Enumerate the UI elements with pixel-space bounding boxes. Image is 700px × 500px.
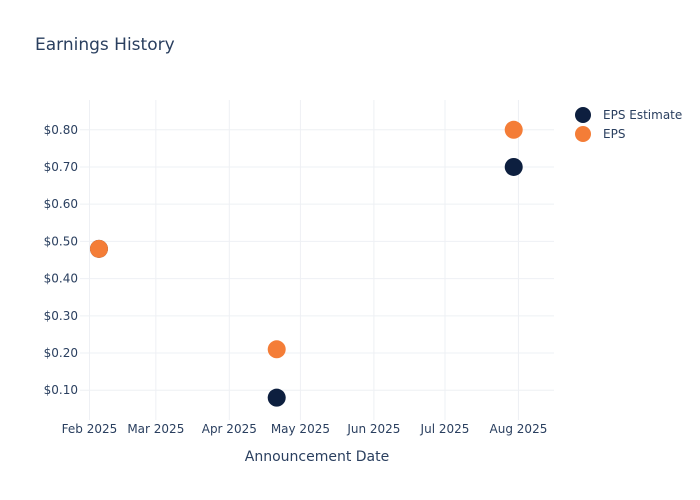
eps-point[interactable] xyxy=(267,340,286,359)
x-tick-label: Aug 2025 xyxy=(490,422,548,436)
y-tick-label: $0.80 xyxy=(44,123,78,137)
x-tick-label: Jul 2025 xyxy=(420,422,470,436)
y-tick-label: $0.40 xyxy=(44,272,78,286)
chart-title: Earnings History xyxy=(35,35,175,55)
y-tick-label: $0.10 xyxy=(44,383,78,397)
x-tick-label: May 2025 xyxy=(271,422,330,436)
y-tick-label: $0.30 xyxy=(44,309,78,323)
x-tick-label: Jun 2025 xyxy=(346,422,400,436)
data-points xyxy=(89,120,523,407)
eps-point[interactable] xyxy=(504,120,523,139)
y-tick-label: $0.60 xyxy=(44,197,78,211)
legend-marker xyxy=(575,126,591,142)
eps-point[interactable] xyxy=(89,239,108,258)
legend-label: EPS xyxy=(603,127,625,141)
x-axis-label: Announcement Date xyxy=(245,449,389,465)
x-tick-label: Mar 2025 xyxy=(127,422,184,436)
legend: EPS Estimate EPS xyxy=(575,107,682,142)
x-tick-label: Feb 2025 xyxy=(62,422,118,436)
legend-label: EPS Estimate xyxy=(603,108,682,122)
legend-marker xyxy=(575,107,591,123)
grid xyxy=(80,100,554,420)
x-axis-ticks: Feb 2025 Mar 2025 Apr 2025 May 2025 Jun 2025… xyxy=(62,422,548,436)
y-tick-label: $0.20 xyxy=(44,346,78,360)
x-tick-label: Apr 2025 xyxy=(202,422,257,436)
y-tick-label: $0.50 xyxy=(44,234,78,248)
y-tick-label: $0.70 xyxy=(44,160,78,174)
eps-estimate-point[interactable] xyxy=(504,157,523,176)
eps-estimate-point[interactable] xyxy=(267,388,286,407)
y-axis-ticks: $0.10 $0.20 $0.30 $0.40 $0.50 $0.60 $0.70 $0.80 xyxy=(44,123,78,397)
